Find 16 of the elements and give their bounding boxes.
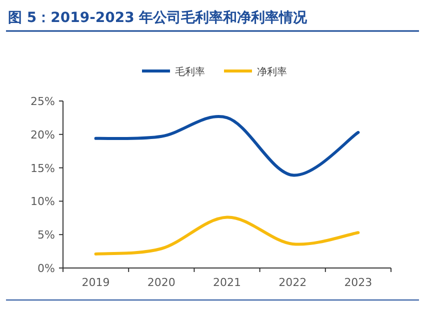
y-tick-label: 0% [38, 262, 55, 275]
y-tick-label: 5% [38, 228, 55, 242]
y-tick-label: 20% [30, 128, 55, 142]
line-series [94, 216, 360, 256]
y-tick-label: 25% [30, 95, 55, 108]
y-tick-label: 10% [30, 195, 55, 208]
y-tick-label: 15% [30, 162, 55, 175]
x-tick-label: 2019 [82, 276, 110, 289]
line-series [94, 115, 360, 177]
x-tick-label: 2021 [213, 276, 241, 289]
legend-label: 净利率 [257, 66, 287, 78]
x-tick-label: 2023 [344, 276, 372, 289]
x-tick-label: 2020 [147, 276, 176, 289]
chart-title: 图 5：2019-2023 年公司毛利率和净利率情况 [8, 9, 308, 26]
x-tick-label: 2022 [278, 276, 307, 289]
legend-label: 毛利率 [175, 66, 205, 78]
